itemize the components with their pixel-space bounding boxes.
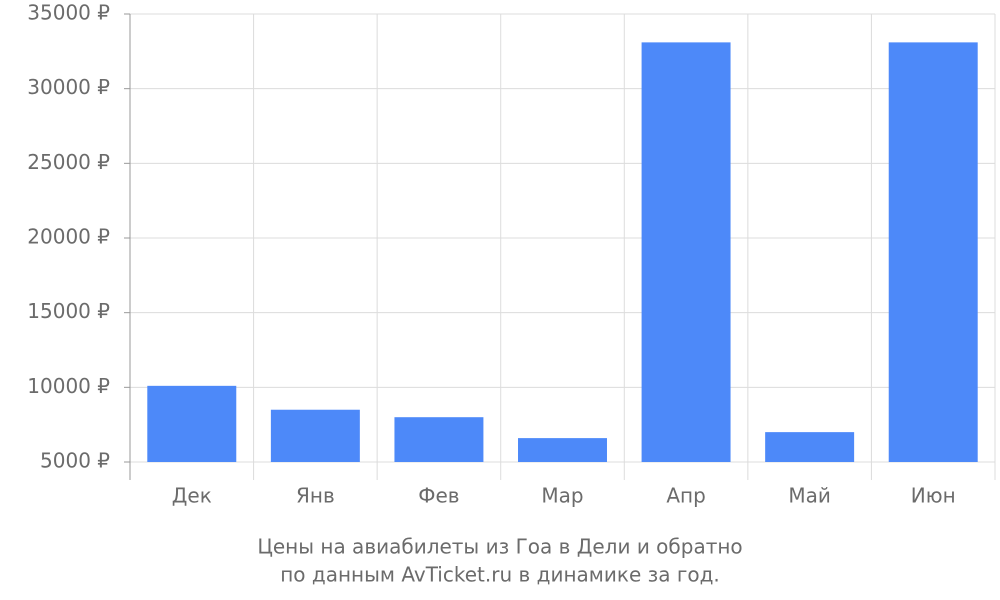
x-tick-label: Май <box>788 484 831 508</box>
y-tick-label: 10000 ₽ <box>27 374 110 398</box>
y-tick-label: 30000 ₽ <box>27 75 110 99</box>
x-tick-label: Июн <box>911 484 956 508</box>
x-tick-label: Апр <box>666 484 705 508</box>
bar <box>270 409 360 462</box>
y-tick-label: 20000 ₽ <box>27 225 110 249</box>
y-tick-label: 5000 ₽ <box>40 449 110 473</box>
bar <box>888 42 978 463</box>
chart-title: Цены на авиабилеты из Гоа в Дели и обрат… <box>257 535 742 559</box>
bar <box>641 42 731 463</box>
bar <box>765 432 855 462</box>
x-tick-label: Янв <box>296 484 335 508</box>
x-tick-label: Дек <box>172 484 212 508</box>
bar <box>518 438 607 462</box>
y-tick-label: 35000 ₽ <box>27 1 110 25</box>
x-tick-label: Фев <box>418 484 459 508</box>
y-tick-label: 15000 ₽ <box>27 299 110 323</box>
bar <box>147 385 237 462</box>
x-tick-label: Мар <box>541 484 583 508</box>
chart-subtitle: по данным AvTicket.ru в динамике за год. <box>280 563 720 587</box>
y-tick-label: 25000 ₽ <box>27 150 110 174</box>
bar <box>394 417 484 462</box>
